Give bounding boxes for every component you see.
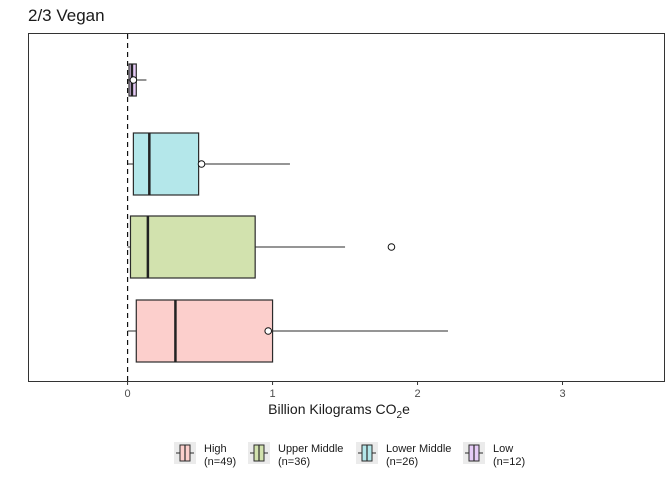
legend-item-high: High(n=49): [174, 442, 236, 468]
legend-item-upper-middle: Upper Middle(n=36): [248, 442, 343, 468]
chart-title: 2/3 Vegan: [28, 6, 105, 25]
x-tick-label-0: 0: [125, 388, 131, 400]
x-tick-label-1: 1: [269, 388, 275, 400]
legend-n-lower-middle: (n=26): [386, 456, 418, 468]
box-upper-middle: [127, 215, 396, 279]
legend-label-high: High: [204, 443, 227, 455]
x-axis: 0 1 2 3: [125, 381, 566, 400]
iqr-box-lower-middle: [132, 132, 200, 196]
legend: High(n=49) Upper Middle(n=36) Lower Middle…: [174, 442, 525, 468]
legend-n-upper-middle: (n=36): [278, 456, 310, 468]
legend-label-low: Low: [493, 443, 513, 455]
legend-label-lower-middle: Lower Middle: [386, 443, 451, 455]
mean-point-lower-middle: [197, 160, 206, 168]
plot-layer: [126, 34, 448, 381]
plot-panel-border: [28, 33, 665, 382]
box-low: [127, 63, 147, 97]
box-lower-middle: [127, 132, 290, 196]
legend-item-low: Low(n=12): [463, 442, 525, 468]
mean-point-high: [264, 327, 273, 335]
legend-n-high: (n=49): [204, 456, 236, 468]
legend-n-low: (n=12): [493, 456, 525, 468]
outlier-point-upper-middle-0: [387, 243, 396, 251]
x-tick-label-3: 3: [559, 388, 565, 400]
iqr-box-high: [135, 299, 274, 363]
iqr-box-upper-middle: [129, 215, 256, 279]
x-axis-label: Billion Kilograms CO2e: [268, 401, 410, 421]
mean-point-low: [129, 76, 138, 84]
legend-item-lower-middle: Lower Middle(n=26): [356, 442, 451, 468]
box-high: [127, 299, 448, 363]
legend-label-upper-middle: Upper Middle: [278, 443, 343, 455]
x-tick-label-2: 2: [414, 388, 420, 400]
